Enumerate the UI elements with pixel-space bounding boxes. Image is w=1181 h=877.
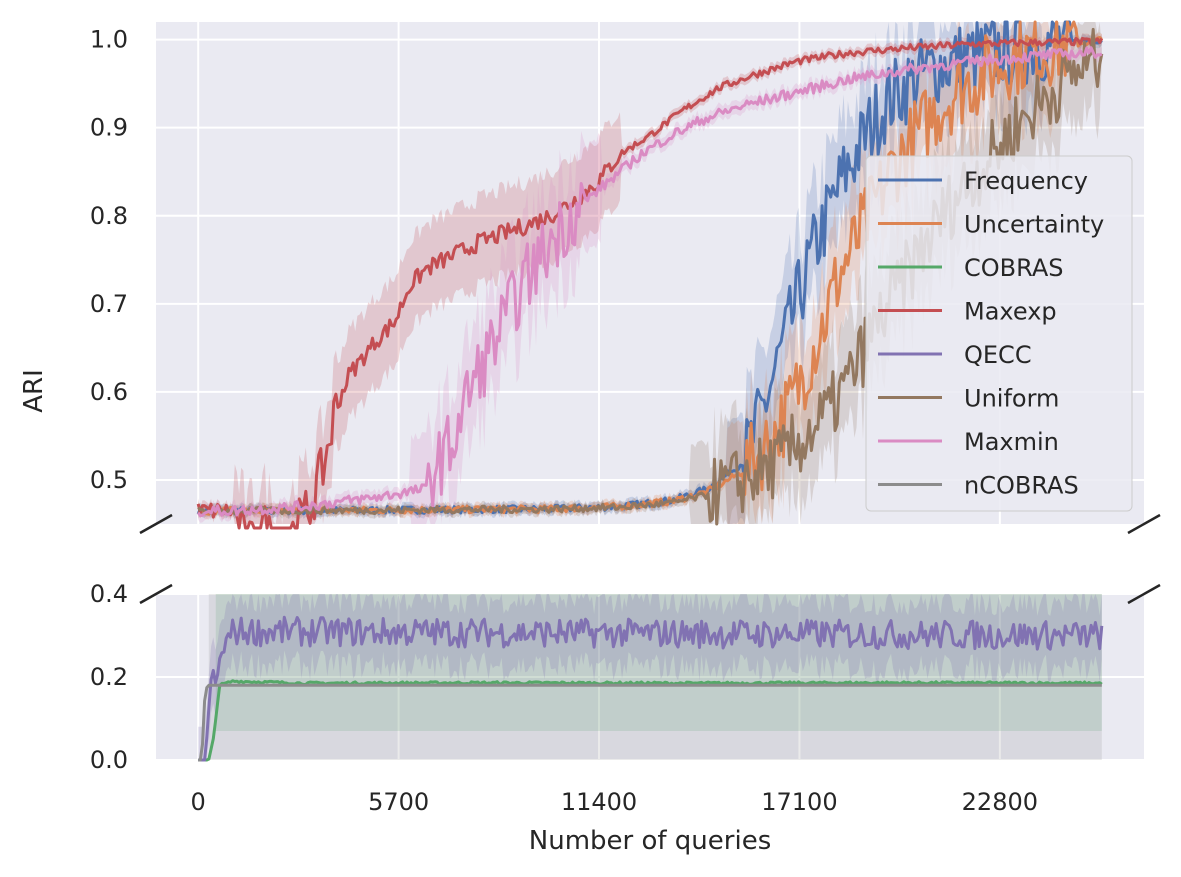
series-line (196, 36, 1104, 530)
legend-label: Maxmin (964, 428, 1059, 456)
x-tick-label: 17100 (761, 788, 837, 816)
axis-break-marks (139, 513, 1161, 605)
series-lines (196, 20, 1104, 762)
x-tick-label: 0 (191, 788, 206, 816)
legend-label: COBRAS (964, 254, 1063, 282)
axis-break-mark (139, 513, 173, 535)
confidence-band (198, 22, 1102, 524)
y-tick-label-upper: 0.6 (90, 378, 128, 406)
axis-break-mark (1127, 513, 1161, 535)
legend-label: QECC (964, 341, 1032, 369)
y-tick-label-lower: 0.4 (90, 580, 128, 608)
y-axis-title: ARI (19, 369, 49, 413)
legend-box (865, 155, 1133, 512)
x-tick-label: 22800 (962, 788, 1038, 816)
axis-break-mark (139, 583, 173, 605)
series-line (198, 683, 1102, 762)
x-axis-title: Number of queries (529, 826, 771, 856)
legend-label: nCOBRAS (964, 472, 1079, 500)
confidence-band (198, 33, 1102, 524)
y-tick-label-upper: 0.5 (90, 466, 128, 494)
y-tick-label-upper: 1.0 (90, 26, 128, 54)
x-tick-label: 5700 (368, 788, 429, 816)
legend-label: Frequency (964, 167, 1088, 195)
y-tick-label-lower: 0.0 (90, 746, 128, 774)
y-tick-label-upper: 0.8 (90, 202, 128, 230)
axis-break-mark (1127, 583, 1161, 605)
legend-label: Uniform (964, 385, 1059, 413)
y-tick-label-upper: 0.9 (90, 114, 128, 142)
series-line (198, 615, 1104, 762)
legend-label: Uncertainty (964, 211, 1104, 239)
y-tick-label-lower: 0.2 (90, 663, 128, 691)
x-tick-label: 11400 (561, 788, 637, 816)
y-tick-label-upper: 0.7 (90, 290, 128, 318)
legend: Frequency Uncertainty COBRAS Maxexp QECC Unif… (865, 155, 1133, 512)
tick-labels: 0 5700 11400 17100 22800 0.5 0.6 0.7 0.8 0.9 1.0 0.… (90, 26, 1038, 816)
series-line (196, 46, 1103, 518)
legend-label: Maxexp (964, 298, 1057, 326)
series-line (197, 20, 1103, 516)
